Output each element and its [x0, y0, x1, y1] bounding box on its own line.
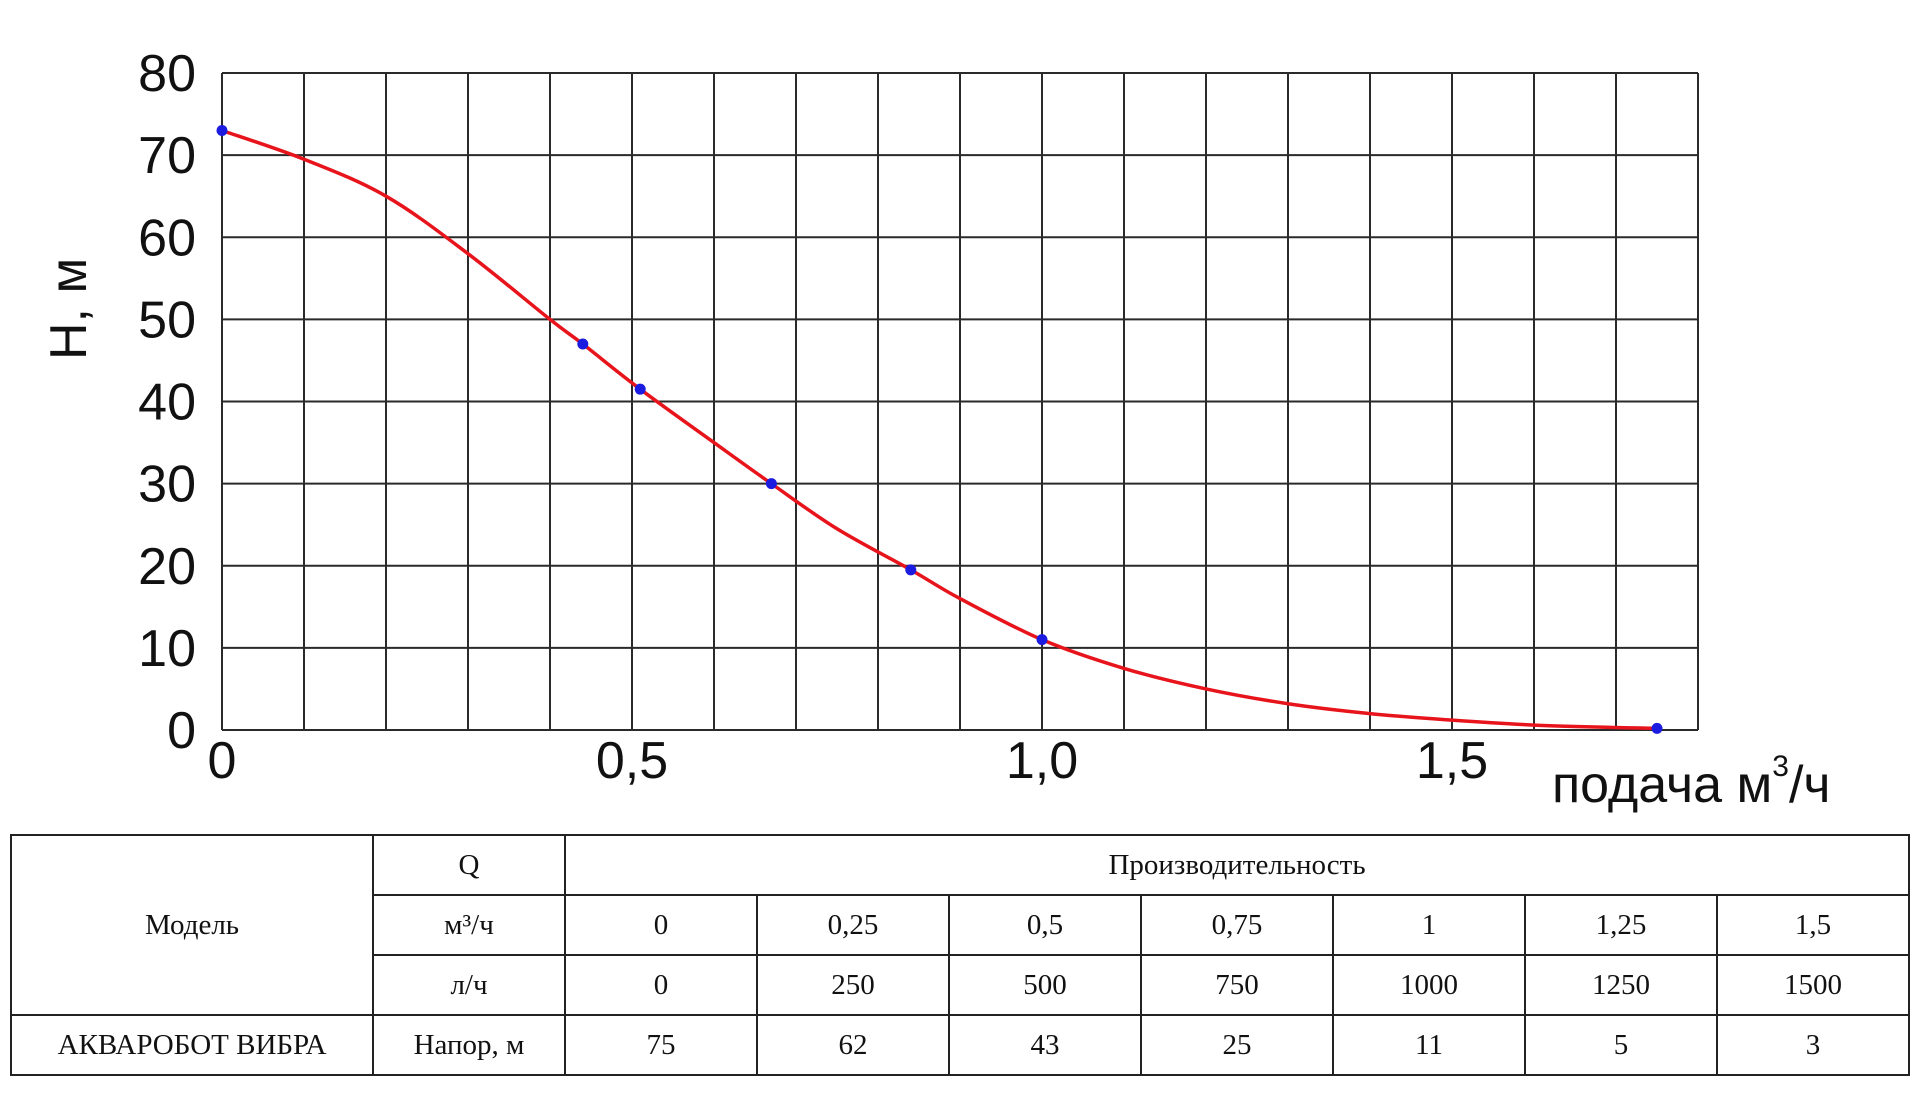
l-value-cell: 500	[948, 954, 1142, 1016]
head-label-cell: Напор, м	[372, 1014, 566, 1076]
x-axis-tick-labels: 0 0,5 1,0 1,5	[208, 732, 1489, 790]
head-value-cell: 43	[948, 1014, 1142, 1076]
performance-table: Модель Q Производительность м³/ч 0 0,25 …	[10, 834, 1910, 1076]
data-point	[577, 338, 589, 350]
x-tick-label: 1,0	[1006, 732, 1078, 790]
head-curve-line	[221, 128, 1658, 731]
data-point	[216, 124, 228, 136]
y-tick-label: 60	[138, 209, 196, 267]
l-value-cell: 0	[564, 954, 758, 1016]
y-tick-label: 50	[138, 291, 196, 349]
m3-value-cell: 1	[1332, 894, 1526, 956]
data-point	[634, 383, 646, 395]
x-axis-label-main: подача м	[1552, 756, 1772, 814]
m3-value-cell: 0,25	[756, 894, 950, 956]
table-header-row: Модель Q Производительность	[10, 834, 1910, 1016]
performance-header-cell: Производительность	[564, 834, 1910, 896]
y-tick-label: 0	[167, 702, 196, 760]
m3-value-cell: 0,75	[1140, 894, 1334, 956]
model-name-cell: АКВАРОБОТ ВИБРА	[10, 1014, 374, 1076]
table-row-model: АКВАРОБОТ ВИБРА Напор, м 75 62 43 25 11 …	[10, 1014, 1910, 1076]
table-row-l: л/ч 0 250 500 750 1000 1250 1500	[11, 954, 1910, 1016]
head-curve-series	[221, 128, 1658, 731]
m3-value-cell: 0	[564, 894, 758, 956]
y-axis-tick-labels: 0 10 20 30 40 50 60 70 80	[138, 45, 196, 760]
q-header-cell: Q	[372, 834, 566, 896]
y-tick-label: 20	[138, 538, 196, 596]
head-value-cell: 25	[1140, 1014, 1334, 1076]
data-point	[765, 478, 777, 490]
unit-l-cell: л/ч	[372, 954, 566, 1016]
y-tick-label: 30	[138, 456, 196, 514]
x-tick-label: 0	[208, 732, 237, 790]
head-value-cell: 5	[1524, 1014, 1718, 1076]
l-value-cell: 1250	[1524, 954, 1718, 1016]
data-point	[905, 564, 917, 576]
model-header-cell: Модель	[10, 834, 374, 1016]
head-value-cell: 62	[756, 1014, 950, 1076]
head-value-cell: 11	[1332, 1014, 1526, 1076]
chart-grid	[221, 72, 1699, 731]
l-value-cell: 1000	[1332, 954, 1526, 1016]
y-tick-label: 80	[138, 45, 196, 103]
x-axis-label-tail: /ч	[1789, 756, 1831, 814]
x-tick-label: 1,5	[1416, 732, 1488, 790]
table-row-m3: м³/ч 0 0,25 0,5 0,75 1 1,25 1,5	[11, 894, 1910, 956]
m3-value-cell: 1,5	[1716, 894, 1910, 956]
head-value-cell: 75	[564, 1014, 758, 1076]
x-axis-label-superscript: 3	[1772, 750, 1789, 783]
l-value-cell: 750	[1140, 954, 1334, 1016]
l-value-cell: 250	[756, 954, 950, 1016]
m3-value-cell: 1,25	[1524, 894, 1718, 956]
l-value-cell: 1500	[1716, 954, 1910, 1016]
m3-value-cell: 0,5	[948, 894, 1142, 956]
x-axis-label: подача м3/ч	[1552, 750, 1831, 814]
data-point-markers	[216, 124, 1663, 734]
unit-m3-cell: м³/ч	[372, 894, 566, 956]
data-point	[1651, 722, 1663, 734]
y-tick-label: 70	[138, 127, 196, 185]
head-value-cell: 3	[1716, 1014, 1910, 1076]
x-tick-label: 0,5	[596, 732, 668, 790]
y-tick-label: 10	[138, 620, 196, 678]
data-point	[1036, 634, 1048, 646]
y-axis-label: H, м	[40, 258, 98, 360]
y-tick-label: 40	[138, 374, 196, 432]
